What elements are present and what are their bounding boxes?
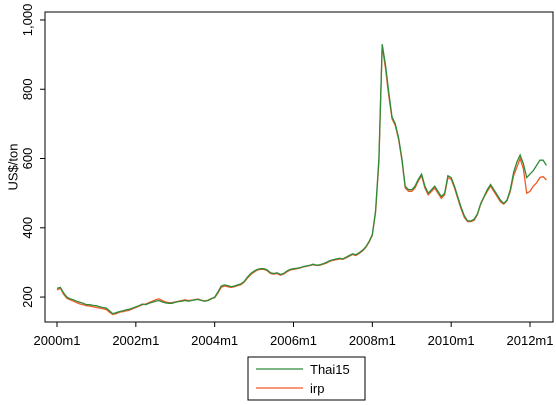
x-tick-label: 2004m1 xyxy=(191,333,238,348)
series-line xyxy=(56,44,547,315)
x-tick-label: 2008m1 xyxy=(349,333,396,348)
legend-label: irp xyxy=(310,381,324,396)
y-tick-label: 600 xyxy=(20,148,35,170)
x-tick-label: 2006m1 xyxy=(270,333,317,348)
x-tick-label: 2010m1 xyxy=(428,333,475,348)
y-axis-label: US$/ton xyxy=(5,144,20,191)
legend-box xyxy=(247,356,366,401)
plot-frame xyxy=(44,11,554,323)
y-tick-label: 400 xyxy=(20,217,35,239)
series-line xyxy=(56,45,547,316)
y-tick-label: 200 xyxy=(20,286,35,308)
x-tick-label: 2012m1 xyxy=(507,333,554,348)
x-tick-label: 2000m1 xyxy=(34,333,81,348)
y-tick-label: 1,000 xyxy=(20,4,35,37)
legend-label: Thai15 xyxy=(310,362,350,377)
x-tick-label: 2002m1 xyxy=(112,333,159,348)
y-tick-label: 800 xyxy=(20,78,35,100)
